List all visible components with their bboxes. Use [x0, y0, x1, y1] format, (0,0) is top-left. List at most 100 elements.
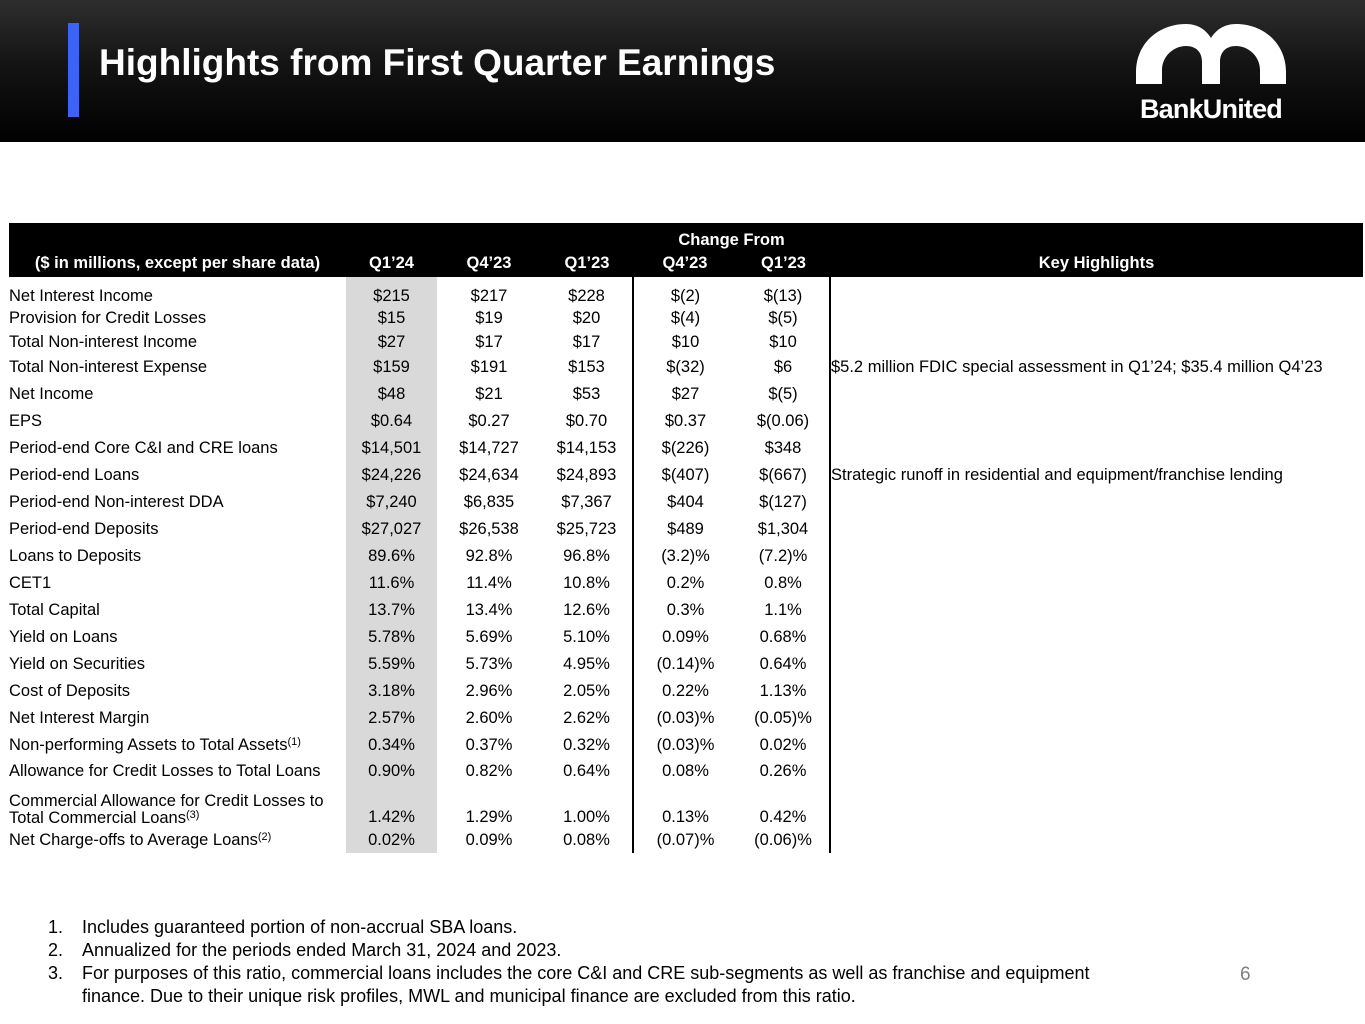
row-label-line2: Total Commercial Loans [9, 809, 186, 827]
footnote-item: 3. For purposes of this ratio, commercia… [48, 962, 1098, 1008]
cell-chg-q4-23: $(407) [632, 462, 737, 489]
table-row: Total Non-interest Income $27 $17 $17 $1… [9, 330, 1363, 354]
row-label: Commercial Allowance for Credit Losses t… [9, 783, 346, 827]
row-label: Allowance for Credit Losses to Total Loa… [9, 761, 321, 780]
arch-logo-icon [1136, 24, 1286, 84]
cell-chg-q1-23: $10 [737, 330, 831, 354]
footnote-item: 1. Includes guaranteed portion of non-ac… [48, 916, 1098, 939]
bankunited-logo: BankUnited [1132, 22, 1290, 124]
table-row: Commercial Allowance for Credit Losses t… [9, 783, 1363, 827]
cell-q4-23: $14,727 [459, 439, 519, 457]
cell-chg-q4-23: $489 [632, 516, 737, 543]
cell-chg-q4-23: 0.13% [632, 783, 737, 827]
change-from-header: Change From [633, 223, 830, 250]
row-label: Net Charge-offs to Average Loans(2) [9, 827, 346, 853]
cell-q1-23: $0.70 [565, 412, 608, 430]
footnote-number: 2. [48, 940, 64, 960]
row-label: Period-end Loans [9, 466, 140, 484]
row-label: Yield on Loans [9, 628, 118, 646]
row-label-text: Net Charge-offs to Average Loans [9, 830, 258, 849]
cell-q1-24: $48 [346, 381, 437, 408]
cell-q1-23: $153 [568, 358, 605, 376]
cell-q4-23: 1.29% [465, 808, 513, 826]
cell-q1-23: 12.6% [563, 601, 610, 619]
table-header-row: ($ in millions, except per share data) Q… [9, 250, 1363, 277]
accent-bar [68, 23, 79, 117]
row-label: Period-end Non-interest DDA [9, 493, 224, 511]
cell-q1-24: $24,226 [346, 462, 437, 489]
cell-chg-q1-23: 0.42% [737, 783, 831, 827]
cell-chg-q4-23: $(2) [632, 277, 737, 306]
cell-q4-23: $21 [475, 385, 503, 403]
footnote-text: Includes guaranteed portion of non-accru… [82, 917, 518, 937]
cell-q1-24: $215 [346, 277, 437, 306]
row-label: Non-performing Assets to Total Assets(1) [9, 732, 346, 759]
slide-header: Highlights from First Quarter Earnings B… [0, 0, 1365, 142]
cell-highlight [830, 435, 1363, 462]
cell-highlight [830, 827, 1363, 853]
cell-q1-23: 0.08% [563, 830, 610, 849]
cell-q4-23: 0.09% [465, 830, 513, 849]
cell-chg-q1-23: $(0.06) [737, 408, 831, 435]
table-body: Net Interest Income $215 $217 $228 $(2) … [9, 277, 1363, 853]
footnote-text: For purposes of this ratio, commercial l… [82, 963, 1090, 1006]
cell-q4-23: 5.73% [465, 655, 513, 673]
cell-chg-q1-23: $6 [737, 354, 831, 381]
cell-q1-23: 4.95% [563, 655, 610, 673]
row-label: Net Income [9, 385, 94, 403]
cell-chg-q1-23: $(5) [737, 381, 831, 408]
cell-chg-q1-23: 0.64% [737, 651, 831, 678]
table-row: Yield on Securities 5.59% 5.73% 4.95% (0… [9, 651, 1363, 678]
cell-chg-q1-23: (0.05)% [737, 705, 831, 732]
cell-chg-q4-23: 0.2% [632, 570, 737, 597]
cell-q1-24: $0.64 [346, 408, 437, 435]
table-row: Net Interest Income $215 $217 $228 $(2) … [9, 277, 1363, 306]
cell-chg-q1-23: 0.68% [737, 624, 831, 651]
table-row: Total Non-interest Expense $159 $191 $15… [9, 354, 1363, 381]
cell-chg-q4-23: 0.3% [632, 597, 737, 624]
cell-q1-23: $17 [572, 332, 601, 351]
row-label-line2-wrap: Total Commercial Loans(3) [9, 810, 346, 827]
cell-chg-q1-23: 1.13% [737, 678, 831, 705]
row-label: Provision for Credit Losses [9, 308, 207, 327]
row-label: Total Non-interest Income [9, 332, 198, 351]
cell-q1-24: $27 [346, 330, 437, 354]
table-row: Period-end Loans $24,226 $24,634 $24,893… [9, 462, 1363, 489]
cell-chg-q4-23: (3.2)% [632, 543, 737, 570]
table-row: Period-end Deposits $27,027 $26,538 $25,… [9, 516, 1363, 543]
cell-q4-23: $0.27 [468, 412, 510, 430]
cell-highlight [830, 489, 1363, 516]
table-row: Allowance for Credit Losses to Total Loa… [9, 759, 1363, 783]
col-q4-23-header: Q4’23 [437, 250, 541, 277]
cell-chg-q4-23: $0.37 [632, 408, 737, 435]
cell-chg-q1-23: 1.1% [737, 597, 831, 624]
footnote-ref: (1) [287, 736, 301, 748]
table-row: Total Capital 13.7% 13.4% 12.6% 0.3% 1.1… [9, 597, 1363, 624]
col-chg-q1-23-header: Q1’23 [737, 250, 830, 277]
cell-chg-q4-23: (0.03)% [632, 705, 737, 732]
row-label: Period-end Core C&I and CRE loans [9, 439, 278, 457]
cell-chg-q1-23: $348 [737, 435, 831, 462]
table-row: Period-end Core C&I and CRE loans $14,50… [9, 435, 1363, 462]
cell-highlight [830, 277, 1363, 306]
row-label: Total Capital [9, 601, 100, 619]
cell-q1-24: $27,027 [346, 516, 437, 543]
table-row: Yield on Loans 5.78% 5.69% 5.10% 0.09% 0… [9, 624, 1363, 651]
cell-highlight [830, 759, 1363, 783]
row-label: CET1 [9, 574, 52, 592]
cell-q1-23: 2.05% [563, 682, 610, 700]
cell-chg-q1-23: $(5) [737, 306, 831, 330]
cell-q1-24: 0.90% [346, 759, 437, 783]
cell-q1-24: 89.6% [346, 543, 437, 570]
cell-highlight [830, 381, 1363, 408]
footnote-number: 3. [48, 963, 64, 983]
earnings-table: Change From ($ in millions, except per s… [9, 223, 1363, 853]
table-row: Net Charge-offs to Average Loans(2) 0.02… [9, 827, 1363, 853]
cell-q1-23: $20 [572, 308, 601, 327]
cell-chg-q1-23: $(127) [737, 489, 831, 516]
table-row: Non-performing Assets to Total Assets(1)… [9, 732, 1363, 759]
cell-chg-q1-23: 0.02% [737, 732, 831, 759]
label-column-header: ($ in millions, except per share data) [9, 250, 346, 277]
cell-q1-24: 11.6% [346, 570, 437, 597]
cell-q1-23: 5.10% [563, 628, 610, 646]
